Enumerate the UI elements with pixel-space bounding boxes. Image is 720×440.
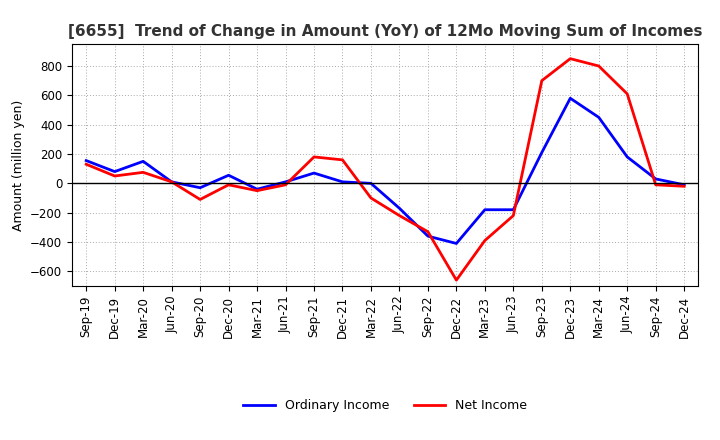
Net Income xyxy=(110,173,119,179)
Net Income xyxy=(480,238,489,243)
Net Income xyxy=(509,213,518,218)
Net Income xyxy=(366,195,375,201)
Legend: Ordinary Income, Net Income: Ordinary Income, Net Income xyxy=(238,394,532,417)
Ordinary Income xyxy=(310,170,318,176)
Net Income xyxy=(652,182,660,187)
Ordinary Income xyxy=(566,95,575,101)
Ordinary Income xyxy=(423,234,432,239)
Ordinary Income xyxy=(225,172,233,178)
Net Income xyxy=(139,170,148,175)
Ordinary Income xyxy=(366,181,375,186)
Net Income xyxy=(196,197,204,202)
Ordinary Income xyxy=(196,185,204,191)
Line: Net Income: Net Income xyxy=(86,59,684,280)
Y-axis label: Amount (million yen): Amount (million yen) xyxy=(12,99,24,231)
Net Income xyxy=(225,182,233,187)
Net Income xyxy=(310,154,318,160)
Ordinary Income xyxy=(680,182,688,187)
Net Income xyxy=(423,229,432,235)
Net Income xyxy=(566,56,575,61)
Ordinary Income xyxy=(338,179,347,184)
Ordinary Income xyxy=(652,176,660,182)
Ordinary Income xyxy=(595,115,603,120)
Ordinary Income xyxy=(282,179,290,184)
Net Income xyxy=(623,91,631,96)
Ordinary Income xyxy=(110,169,119,174)
Ordinary Income xyxy=(480,207,489,213)
Net Income xyxy=(282,182,290,187)
Ordinary Income xyxy=(623,154,631,160)
Net Income xyxy=(395,213,404,218)
Net Income xyxy=(452,278,461,283)
Net Income xyxy=(537,78,546,83)
Net Income xyxy=(595,63,603,69)
Ordinary Income xyxy=(167,179,176,184)
Net Income xyxy=(253,188,261,193)
Ordinary Income xyxy=(82,158,91,163)
Ordinary Income xyxy=(537,150,546,155)
Net Income xyxy=(82,161,91,167)
Ordinary Income xyxy=(509,207,518,213)
Ordinary Income xyxy=(452,241,461,246)
Net Income xyxy=(338,157,347,162)
Ordinary Income xyxy=(253,187,261,192)
Ordinary Income xyxy=(395,205,404,211)
Net Income xyxy=(167,179,176,184)
Title: [6655]  Trend of Change in Amount (YoY) of 12Mo Moving Sum of Incomes: [6655] Trend of Change in Amount (YoY) o… xyxy=(68,24,703,39)
Net Income xyxy=(680,183,688,189)
Line: Ordinary Income: Ordinary Income xyxy=(86,98,684,243)
Ordinary Income xyxy=(139,159,148,164)
